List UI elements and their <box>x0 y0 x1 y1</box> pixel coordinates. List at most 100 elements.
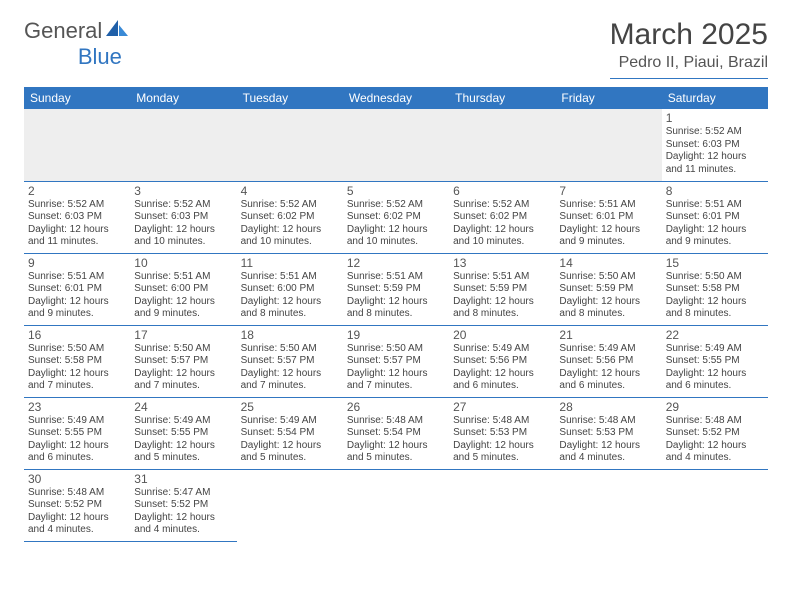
day-info: Sunrise: 5:50 AMSunset: 5:57 PMDaylight:… <box>134 343 232 393</box>
calendar-cell: 13Sunrise: 5:51 AMSunset: 5:59 PMDayligh… <box>449 253 555 325</box>
sunrise-text: Sunrise: 5:52 AM <box>134 199 232 212</box>
calendar-cell: 24Sunrise: 5:49 AMSunset: 5:55 PMDayligh… <box>130 397 236 469</box>
daylight-text: Daylight: 12 hours and 4 minutes. <box>134 512 232 537</box>
sunset-text: Sunset: 5:59 PM <box>347 283 445 296</box>
sunset-text: Sunset: 5:56 PM <box>559 355 657 368</box>
calendar-cell: 21Sunrise: 5:49 AMSunset: 5:56 PMDayligh… <box>555 325 661 397</box>
calendar-cell <box>449 109 555 181</box>
calendar-cell: 23Sunrise: 5:49 AMSunset: 5:55 PMDayligh… <box>24 397 130 469</box>
sunset-text: Sunset: 5:56 PM <box>453 355 551 368</box>
calendar-cell: 25Sunrise: 5:49 AMSunset: 5:54 PMDayligh… <box>237 397 343 469</box>
daylight-text: Daylight: 12 hours and 4 minutes. <box>666 440 764 465</box>
day-number: 6 <box>453 184 551 198</box>
sunset-text: Sunset: 6:02 PM <box>453 211 551 224</box>
sunrise-text: Sunrise: 5:51 AM <box>666 199 764 212</box>
daylight-text: Daylight: 12 hours and 9 minutes. <box>134 296 232 321</box>
sunrise-text: Sunrise: 5:49 AM <box>453 343 551 356</box>
page-header: General March 2025 Pedro II, Piaui, Braz… <box>24 18 768 79</box>
sunset-text: Sunset: 5:58 PM <box>666 283 764 296</box>
sunset-text: Sunset: 5:55 PM <box>134 427 232 440</box>
day-info: Sunrise: 5:51 AMSunset: 6:00 PMDaylight:… <box>241 271 339 321</box>
daylight-text: Daylight: 12 hours and 4 minutes. <box>28 512 126 537</box>
calendar-cell: 22Sunrise: 5:49 AMSunset: 5:55 PMDayligh… <box>662 325 768 397</box>
day-info: Sunrise: 5:49 AMSunset: 5:56 PMDaylight:… <box>559 343 657 393</box>
day-info: Sunrise: 5:48 AMSunset: 5:53 PMDaylight:… <box>559 415 657 465</box>
daylight-text: Daylight: 12 hours and 10 minutes. <box>134 224 232 249</box>
sunset-text: Sunset: 5:57 PM <box>134 355 232 368</box>
daylight-text: Daylight: 12 hours and 4 minutes. <box>559 440 657 465</box>
sunrise-text: Sunrise: 5:49 AM <box>134 415 232 428</box>
sunrise-text: Sunrise: 5:51 AM <box>559 199 657 212</box>
daylight-text: Daylight: 12 hours and 8 minutes. <box>559 296 657 321</box>
logo-sail-icon <box>106 18 128 44</box>
calendar-cell <box>662 469 768 541</box>
day-info: Sunrise: 5:51 AMSunset: 6:01 PMDaylight:… <box>559 199 657 249</box>
calendar-cell <box>237 109 343 181</box>
sunrise-text: Sunrise: 5:50 AM <box>28 343 126 356</box>
sunset-text: Sunset: 6:00 PM <box>241 283 339 296</box>
day-info: Sunrise: 5:49 AMSunset: 5:55 PMDaylight:… <box>134 415 232 465</box>
sunrise-text: Sunrise: 5:49 AM <box>666 343 764 356</box>
day-info: Sunrise: 5:50 AMSunset: 5:58 PMDaylight:… <box>666 271 764 321</box>
calendar-cell: 7Sunrise: 5:51 AMSunset: 6:01 PMDaylight… <box>555 181 661 253</box>
daylight-text: Daylight: 12 hours and 7 minutes. <box>28 368 126 393</box>
sunset-text: Sunset: 6:00 PM <box>134 283 232 296</box>
daylight-text: Daylight: 12 hours and 10 minutes. <box>241 224 339 249</box>
sunrise-text: Sunrise: 5:51 AM <box>28 271 126 284</box>
calendar-cell <box>555 469 661 541</box>
sunrise-text: Sunrise: 5:52 AM <box>453 199 551 212</box>
day-info: Sunrise: 5:51 AMSunset: 6:01 PMDaylight:… <box>666 199 764 249</box>
weekday-header: Wednesday <box>343 87 449 109</box>
weekday-header: Saturday <box>662 87 768 109</box>
calendar-cell: 30Sunrise: 5:48 AMSunset: 5:52 PMDayligh… <box>24 469 130 541</box>
sunrise-text: Sunrise: 5:47 AM <box>134 487 232 500</box>
day-info: Sunrise: 5:52 AMSunset: 6:03 PMDaylight:… <box>28 199 126 249</box>
sunset-text: Sunset: 5:53 PM <box>453 427 551 440</box>
calendar-cell: 28Sunrise: 5:48 AMSunset: 5:53 PMDayligh… <box>555 397 661 469</box>
sunrise-text: Sunrise: 5:52 AM <box>28 199 126 212</box>
day-number: 4 <box>241 184 339 198</box>
day-info: Sunrise: 5:52 AMSunset: 6:02 PMDaylight:… <box>453 199 551 249</box>
calendar-cell: 16Sunrise: 5:50 AMSunset: 5:58 PMDayligh… <box>24 325 130 397</box>
daylight-text: Daylight: 12 hours and 9 minutes. <box>559 224 657 249</box>
sunrise-text: Sunrise: 5:52 AM <box>347 199 445 212</box>
daylight-text: Daylight: 12 hours and 7 minutes. <box>347 368 445 393</box>
sunset-text: Sunset: 6:01 PM <box>28 283 126 296</box>
day-number: 15 <box>666 256 764 270</box>
day-number: 19 <box>347 328 445 342</box>
calendar-cell: 15Sunrise: 5:50 AMSunset: 5:58 PMDayligh… <box>662 253 768 325</box>
calendar-cell: 11Sunrise: 5:51 AMSunset: 6:00 PMDayligh… <box>237 253 343 325</box>
calendar-cell <box>343 109 449 181</box>
sunset-text: Sunset: 6:03 PM <box>666 139 764 152</box>
day-number: 9 <box>28 256 126 270</box>
daylight-text: Daylight: 12 hours and 11 minutes. <box>28 224 126 249</box>
day-info: Sunrise: 5:51 AMSunset: 5:59 PMDaylight:… <box>347 271 445 321</box>
calendar-cell <box>24 109 130 181</box>
calendar-cell: 5Sunrise: 5:52 AMSunset: 6:02 PMDaylight… <box>343 181 449 253</box>
daylight-text: Daylight: 12 hours and 8 minutes. <box>453 296 551 321</box>
daylight-text: Daylight: 12 hours and 6 minutes. <box>453 368 551 393</box>
calendar-cell: 9Sunrise: 5:51 AMSunset: 6:01 PMDaylight… <box>24 253 130 325</box>
calendar-cell <box>130 109 236 181</box>
calendar-cell: 17Sunrise: 5:50 AMSunset: 5:57 PMDayligh… <box>130 325 236 397</box>
sunrise-text: Sunrise: 5:52 AM <box>241 199 339 212</box>
sunset-text: Sunset: 5:58 PM <box>28 355 126 368</box>
sunset-text: Sunset: 5:52 PM <box>134 499 232 512</box>
day-info: Sunrise: 5:52 AMSunset: 6:02 PMDaylight:… <box>347 199 445 249</box>
logo: General <box>24 18 128 44</box>
logo-text-2-wrap: GeneBlue <box>24 44 122 70</box>
day-info: Sunrise: 5:49 AMSunset: 5:55 PMDaylight:… <box>28 415 126 465</box>
day-number: 5 <box>347 184 445 198</box>
daylight-text: Daylight: 12 hours and 6 minutes. <box>666 368 764 393</box>
day-number: 18 <box>241 328 339 342</box>
weekday-header: Thursday <box>449 87 555 109</box>
day-number: 16 <box>28 328 126 342</box>
daylight-text: Daylight: 12 hours and 5 minutes. <box>347 440 445 465</box>
daylight-text: Daylight: 12 hours and 8 minutes. <box>347 296 445 321</box>
day-info: Sunrise: 5:52 AMSunset: 6:02 PMDaylight:… <box>241 199 339 249</box>
logo-text-1: General <box>24 18 102 44</box>
day-number: 8 <box>666 184 764 198</box>
sunrise-text: Sunrise: 5:50 AM <box>666 271 764 284</box>
title-block: March 2025 Pedro II, Piaui, Brazil <box>610 18 768 79</box>
calendar-cell: 19Sunrise: 5:50 AMSunset: 5:57 PMDayligh… <box>343 325 449 397</box>
